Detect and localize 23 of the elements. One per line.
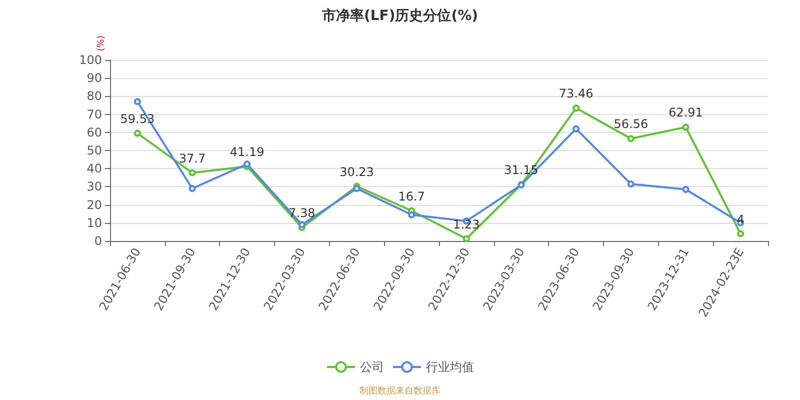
y-tick-label: 0 bbox=[94, 234, 102, 248]
legend-label: 公司 bbox=[360, 360, 384, 374]
y-tick-label: 30 bbox=[86, 180, 102, 194]
data-label: 37.7 bbox=[178, 151, 206, 166]
legend-label: 行业均值 bbox=[426, 360, 474, 374]
chart-title: 市净率(LF)历史分位(%) bbox=[320, 7, 478, 24]
data-label: 30.23 bbox=[340, 164, 374, 179]
data-label: 41.19 bbox=[230, 144, 264, 159]
y-axis-title: (%) bbox=[96, 36, 106, 52]
y-tick-label: 80 bbox=[86, 89, 102, 104]
data-label: 16.7 bbox=[398, 189, 425, 204]
y-tick-label: 60 bbox=[86, 125, 102, 140]
y-tick-label: 70 bbox=[86, 107, 102, 122]
text: 制图数据来自数据库 bbox=[360, 386, 440, 396]
y-tick-label: 10 bbox=[86, 216, 102, 230]
data-label: 62.91 bbox=[668, 106, 703, 120]
y-tick-label: 50 bbox=[86, 144, 102, 158]
y-tick-label: 90 bbox=[86, 71, 102, 86]
y-tick-label: 100 bbox=[79, 53, 102, 67]
y-tick-label: 20 bbox=[86, 198, 102, 212]
data-label: 73.46 bbox=[558, 86, 594, 101]
data-label: 56.56 bbox=[614, 117, 648, 132]
y-tick-label: 40 bbox=[86, 162, 102, 176]
